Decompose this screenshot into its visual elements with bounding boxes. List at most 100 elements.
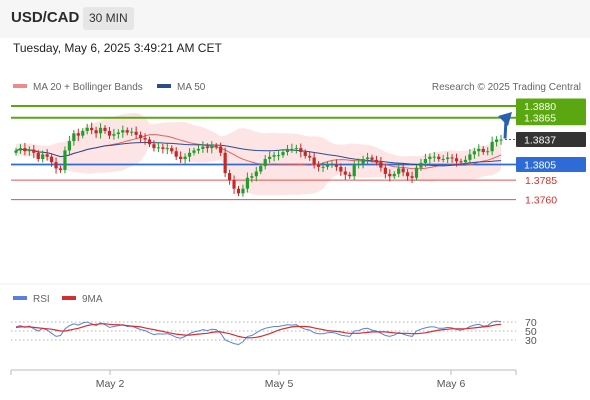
forecast-arrow-head <box>498 112 512 126</box>
candle-body <box>285 148 290 153</box>
legend-swatch <box>13 84 27 88</box>
candle-body <box>130 131 134 133</box>
candle-body <box>116 132 120 135</box>
price-level-label: 1.3785 <box>525 175 557 187</box>
candle-body <box>432 156 436 158</box>
rsi-level-label: 30 <box>525 335 537 347</box>
candle-body <box>50 156 54 163</box>
price-level-label: 1.3837 <box>524 135 556 147</box>
candle-body <box>156 147 160 149</box>
candle-body <box>236 188 241 194</box>
candle-body <box>348 174 352 177</box>
candle-body <box>223 152 227 174</box>
candle-body <box>281 152 285 156</box>
candle-body <box>299 148 303 153</box>
rsi-line <box>15 320 502 346</box>
candle-body <box>486 151 490 153</box>
candle-body <box>32 149 36 153</box>
candle-body <box>468 154 472 160</box>
legend-label: RSI <box>33 294 50 305</box>
candle-body <box>272 155 276 157</box>
legend-label: 9MA <box>82 294 103 305</box>
candle-body <box>63 150 67 170</box>
candle-body <box>388 173 392 177</box>
candle-body <box>201 146 205 149</box>
candle-body <box>183 156 187 160</box>
candle-body <box>339 166 343 172</box>
candle-body <box>139 134 143 138</box>
price-level-label: 1.3865 <box>524 113 556 125</box>
candle-body <box>441 159 445 161</box>
price-label-box <box>516 110 586 126</box>
candle-body <box>187 152 192 157</box>
candle-body <box>81 130 85 136</box>
candle-body <box>259 166 263 172</box>
candle-body <box>250 176 254 178</box>
rsi-level-label: 70 <box>525 317 537 329</box>
candle-body <box>90 127 94 131</box>
candle-body <box>179 156 183 160</box>
candle-body <box>495 139 499 142</box>
candle-body <box>463 159 468 163</box>
chart-datetime: Tuesday, May 6, 2025 3:49:21 AM CET <box>13 41 222 55</box>
candle-body <box>170 148 174 152</box>
candle-body <box>125 130 129 133</box>
attribution-text: Research © 2025 Trading Central <box>432 82 581 93</box>
candle-body <box>437 156 441 160</box>
candle-body <box>161 147 165 149</box>
candle-body <box>330 164 334 166</box>
legend-swatch <box>13 296 27 300</box>
candle-body <box>41 154 45 160</box>
candle-body <box>196 148 201 151</box>
price-label-box <box>516 98 586 114</box>
chart-header: USD/CAD 30 MIN <box>0 0 590 38</box>
bollinger-band-area <box>16 113 502 195</box>
candle-body <box>312 157 316 165</box>
candle-body <box>58 168 63 170</box>
candle-body <box>365 157 370 160</box>
candle-body <box>45 154 49 157</box>
candle-body <box>374 159 379 163</box>
candle-body <box>72 133 76 142</box>
candle-body <box>205 146 209 149</box>
candle-body <box>334 164 338 167</box>
candle-body <box>357 163 361 165</box>
candle-body <box>419 162 423 168</box>
candle-body <box>303 152 307 156</box>
timeframe-badge[interactable]: 30 MIN <box>83 7 134 30</box>
candle-body <box>241 188 245 194</box>
candle-body <box>276 155 281 157</box>
legend-label: MA 50 <box>177 82 206 93</box>
price-level-label: 1.3805 <box>524 160 556 172</box>
candle-body <box>343 171 347 175</box>
candle-body <box>352 164 356 177</box>
candle-body <box>423 159 427 163</box>
candle-body <box>36 152 40 160</box>
candle-body <box>383 167 387 174</box>
candle-body <box>472 151 476 155</box>
candle-body <box>214 145 218 147</box>
candle-body <box>370 157 374 160</box>
candle-body <box>143 137 147 140</box>
legend-swatch <box>157 84 171 88</box>
candle-body <box>254 171 258 177</box>
candle-body <box>210 145 214 149</box>
rsi-level-label: 50 <box>525 326 537 338</box>
candle-body <box>459 161 463 163</box>
candle-body <box>94 130 98 134</box>
price-label-box <box>516 132 586 148</box>
candle-body <box>67 141 71 151</box>
candle-body <box>263 159 267 167</box>
candle-body <box>98 127 103 134</box>
candle-body <box>428 156 432 160</box>
candle-body <box>361 159 365 164</box>
candle-body <box>499 139 503 141</box>
candle-body <box>165 148 169 150</box>
candle-body <box>406 172 410 177</box>
candle-body <box>397 168 401 174</box>
candle-body <box>321 166 325 168</box>
candle-body <box>446 157 450 160</box>
price-level-label: 1.3760 <box>525 195 557 207</box>
candle-body <box>490 141 494 152</box>
